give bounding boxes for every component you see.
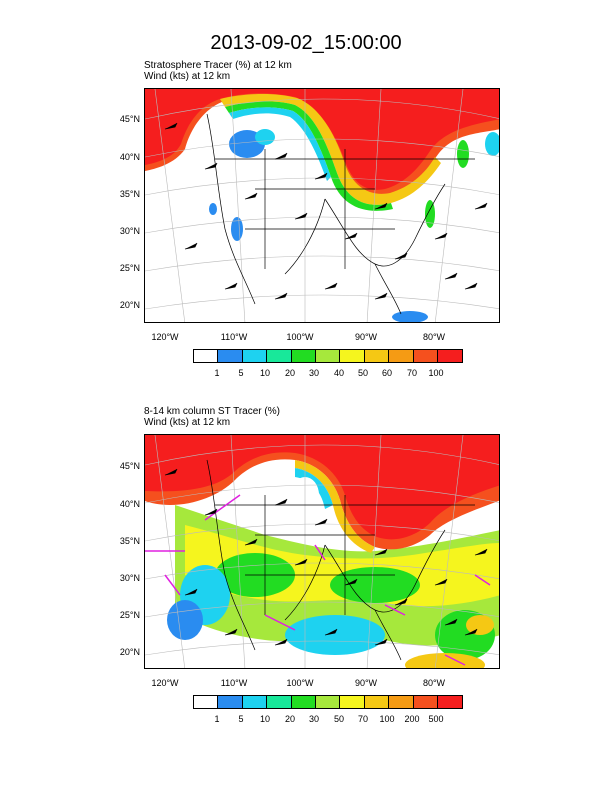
top-colorbar-label: 20 — [284, 368, 295, 378]
bottom-colorbar — [193, 695, 464, 709]
bottom-colorbar-label: 30 — [308, 714, 319, 724]
bottom-colorbar-label: 50 — [333, 714, 344, 724]
bottom-colorbar-label: 10 — [259, 714, 270, 724]
colorbar-swatch — [389, 350, 414, 362]
top-lat-label: 40°N — [119, 152, 140, 162]
top-lat-label: 20°N — [119, 300, 140, 310]
top-colorbar-label: 1 — [214, 368, 220, 378]
top-lon-label: 90°W — [354, 332, 378, 342]
bottom-lat-label: 25°N — [119, 610, 140, 620]
colorbar-swatch — [194, 350, 219, 362]
top-lat-label: 45°N — [119, 114, 140, 124]
top-colorbar-label: 60 — [381, 368, 392, 378]
bottom-lat-label: 20°N — [119, 647, 140, 657]
bottom-panel-title: 8-14 km column ST Tracer (%) — [144, 406, 280, 417]
top-lon-label: 120°W — [151, 332, 179, 342]
top-colorbar — [193, 349, 464, 363]
colorbar-swatch — [437, 350, 463, 362]
bottom-panel-subtitle: Wind (kts) at 12 km — [144, 417, 231, 428]
colorbar-swatch — [315, 350, 341, 362]
top-colorbar-label: 70 — [406, 368, 417, 378]
colorbar-swatch — [267, 696, 292, 708]
top-colorbar-label: 5 — [238, 368, 244, 378]
bottom-lat-label: 45°N — [119, 461, 140, 471]
bottom-colorbar-label: 5 — [238, 714, 244, 724]
bottom-lon-label: 120°W — [151, 678, 179, 688]
colorbar-swatch — [413, 350, 438, 362]
bottom-lat-label: 35°N — [119, 536, 140, 546]
bottom-colorbar-label: 500 — [428, 714, 444, 724]
colorbar-swatch — [291, 350, 316, 362]
colorbar-swatch — [364, 696, 390, 708]
bottom-lon-label: 80°W — [422, 678, 446, 688]
colorbar-swatch — [340, 696, 365, 708]
top-lat-label: 25°N — [119, 263, 140, 273]
top-lon-label: 110°W — [220, 332, 248, 342]
bottom-colorbar-label: 100 — [379, 714, 395, 724]
top-colorbar-label: 40 — [333, 368, 344, 378]
bottom-lat-label: 30°N — [119, 573, 140, 583]
bottom-colorbar-label: 200 — [404, 714, 420, 724]
top-map — [144, 88, 500, 323]
colorbar-swatch — [315, 696, 341, 708]
colorbar-swatch — [242, 350, 268, 362]
colorbar-swatch — [291, 696, 316, 708]
bottom-map — [144, 434, 500, 669]
colorbar-swatch — [218, 696, 243, 708]
bottom-lon-label: 90°W — [354, 678, 378, 688]
colorbar-swatch — [437, 696, 463, 708]
top-colorbar-label: 100 — [428, 368, 444, 378]
bottom-colorbar-label: 1 — [214, 714, 220, 724]
colorbar-swatch — [242, 696, 268, 708]
top-colorbar-label: 50 — [357, 368, 368, 378]
colorbar-swatch — [218, 350, 243, 362]
top-lat-label: 30°N — [119, 226, 140, 236]
colorbar-swatch — [267, 350, 292, 362]
top-panel-subtitle: Wind (kts) at 12 km — [144, 71, 231, 82]
colorbar-swatch — [364, 350, 390, 362]
colorbar-swatch — [194, 696, 219, 708]
colorbar-swatch — [389, 696, 414, 708]
top-colorbar-label: 30 — [308, 368, 319, 378]
top-panel-title: Stratosphere Tracer (%) at 12 km — [144, 60, 292, 71]
bottom-lon-label: 110°W — [220, 678, 248, 688]
top-lon-label: 80°W — [422, 332, 446, 342]
bottom-lat-label: 40°N — [119, 499, 140, 509]
page-title: 2013-09-02_15:00:00 — [210, 32, 402, 54]
bottom-lon-label: 100°W — [286, 678, 314, 688]
colorbar-swatch — [340, 350, 365, 362]
bottom-colorbar-label: 20 — [284, 714, 295, 724]
top-colorbar-label: 10 — [259, 368, 270, 378]
top-lat-label: 35°N — [119, 189, 140, 199]
colorbar-swatch — [413, 696, 438, 708]
top-lon-label: 100°W — [286, 332, 314, 342]
bottom-colorbar-label: 70 — [357, 714, 368, 724]
